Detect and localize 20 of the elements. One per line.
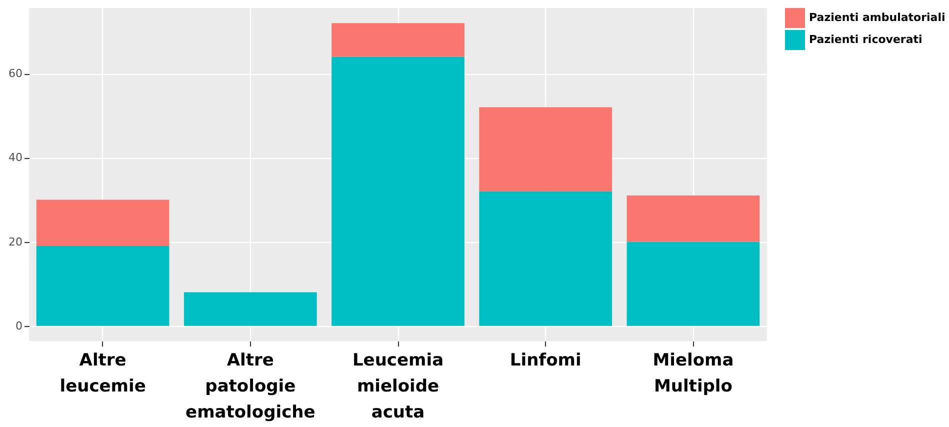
x-tick-label: Mieloma Multiplo — [652, 350, 734, 396]
y-tick-label: 60 — [8, 67, 22, 80]
y-tick-label: 40 — [8, 151, 22, 164]
bar — [184, 292, 317, 326]
y-tick-label: 0 — [16, 319, 22, 332]
x-tick-label: Altre leucemie — [60, 350, 146, 396]
bar — [626, 196, 760, 242]
bar — [332, 23, 464, 57]
y-tick-label: 20 — [8, 235, 22, 248]
bar — [36, 200, 170, 246]
bar — [36, 246, 170, 326]
bar — [479, 191, 612, 326]
legend-label: Pazienti ricoverati — [809, 33, 922, 46]
x-tick-label: Leucemia mieloide acuta — [352, 350, 444, 422]
x-tick-label: Linfomi — [510, 350, 582, 370]
bar — [332, 56, 464, 326]
bar — [479, 107, 612, 192]
x-tick-label: Altre patologie ematologiche — [186, 350, 316, 422]
legend-label: Pazienti ambulatoriali — [809, 11, 946, 24]
bar — [626, 242, 760, 326]
